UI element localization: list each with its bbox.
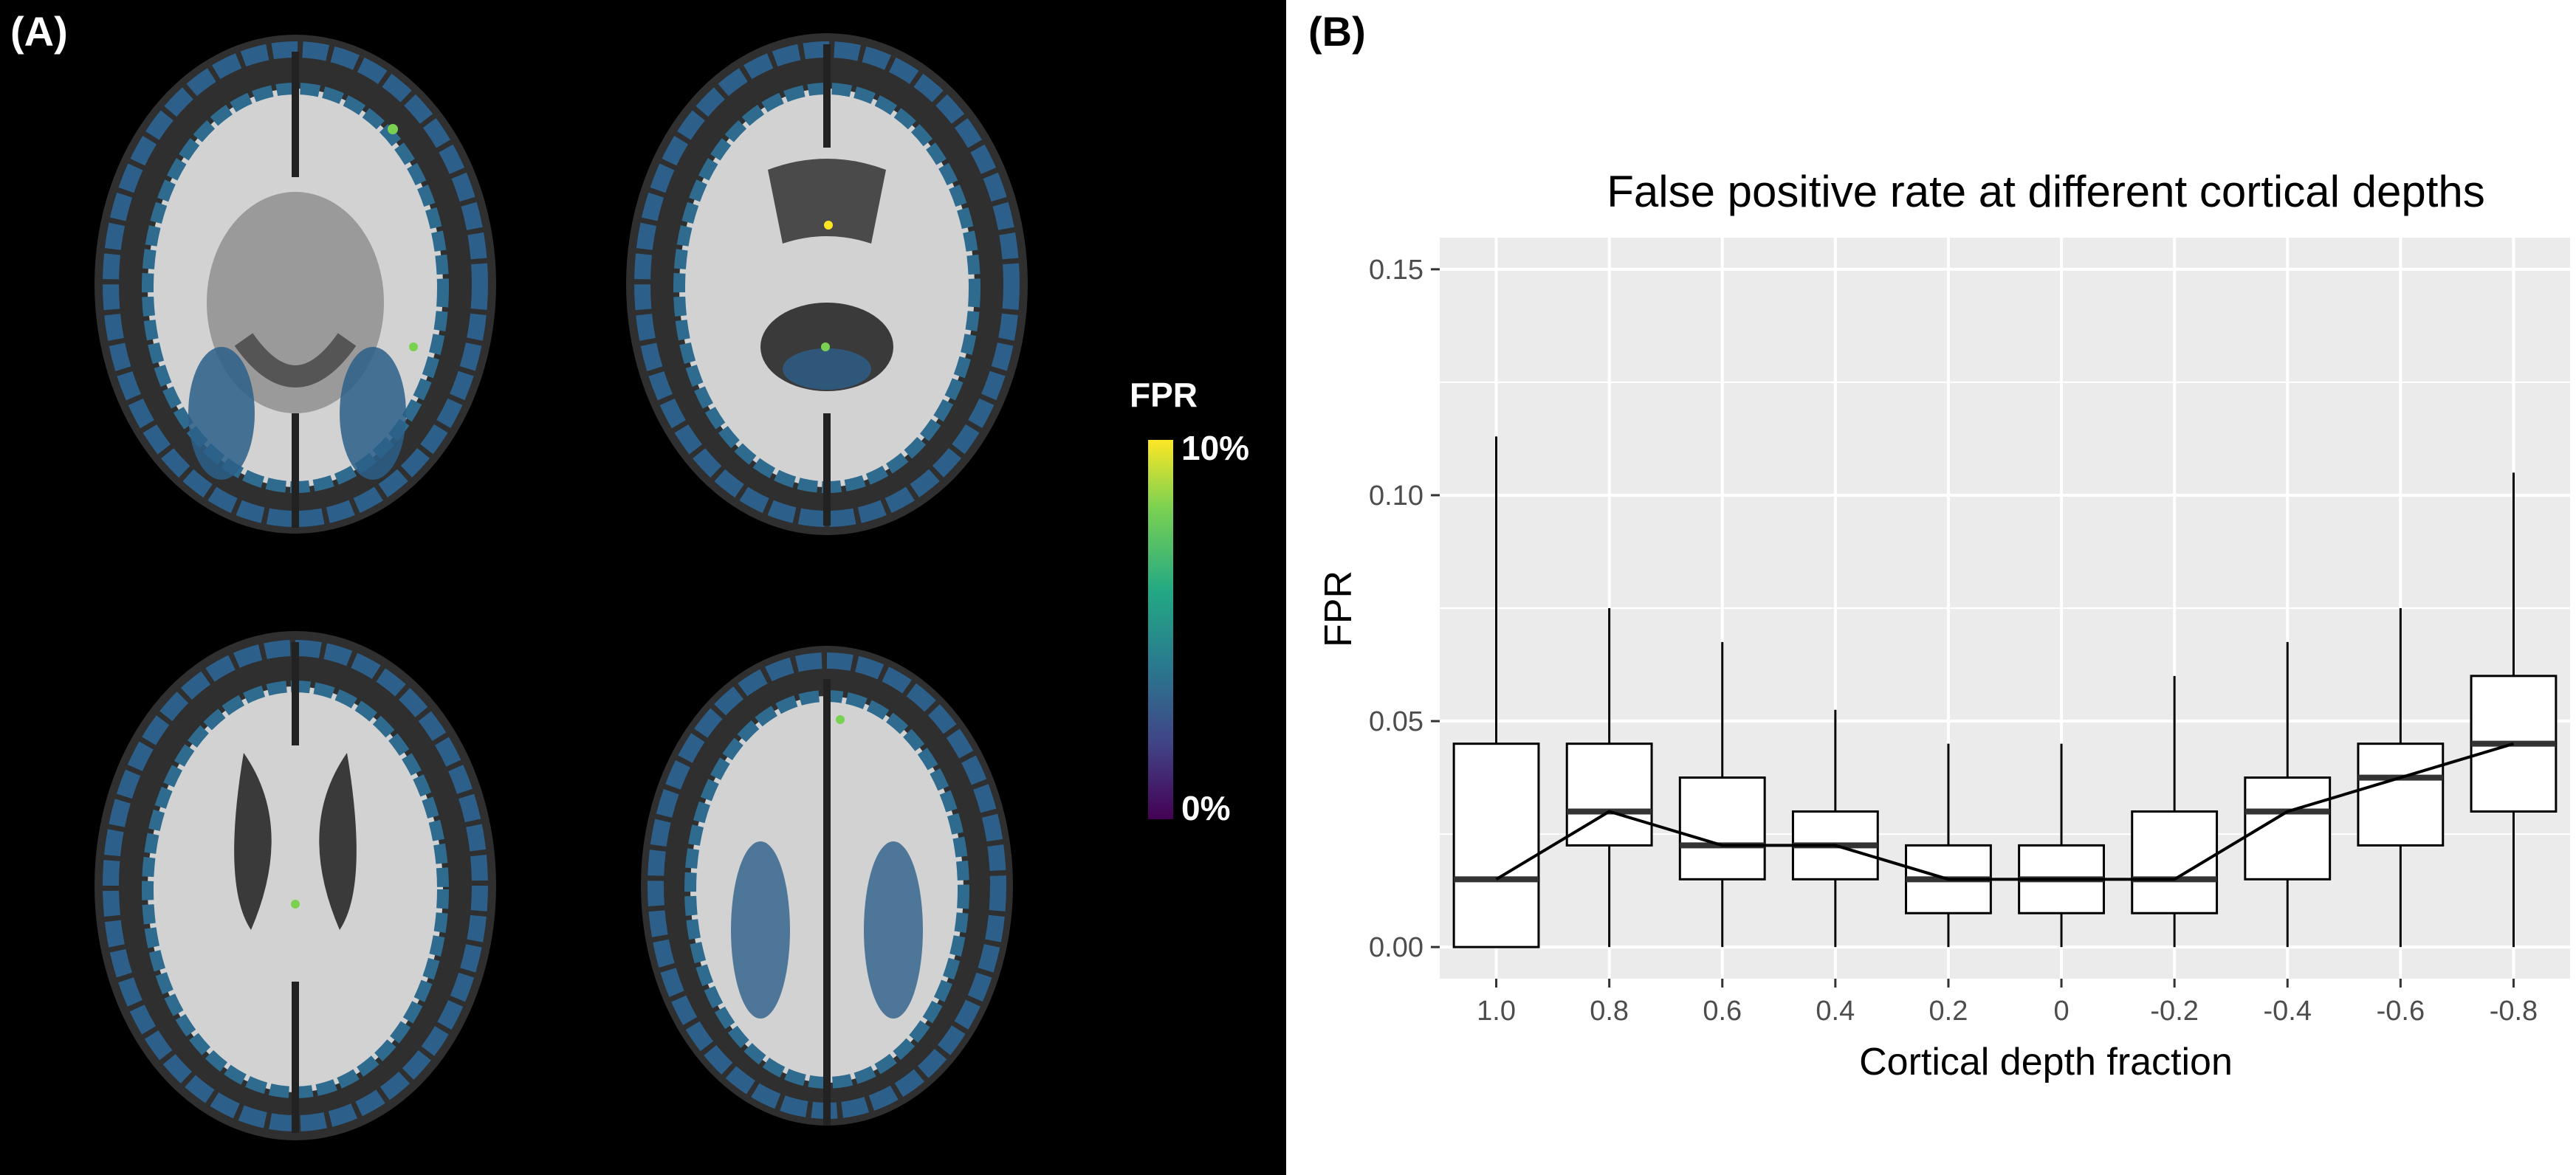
- boxes: [1452, 436, 2558, 948]
- median-trend: [1495, 742, 2515, 881]
- x-tick-label: -0.4: [2264, 996, 2312, 1027]
- box-1.0: [1452, 436, 1540, 948]
- y-tick-label: 0.15: [1369, 255, 1423, 286]
- x-tick-label: 0.2: [1929, 996, 1968, 1027]
- colorbar-max-label: 10%: [1181, 429, 1250, 467]
- x-tick-label: 1.0: [1477, 996, 1516, 1027]
- x-axis-label: Cortical depth fraction: [1859, 1041, 2233, 1083]
- x-tick-label: 0: [2053, 996, 2069, 1027]
- colorbar-title: FPR: [1130, 376, 1198, 414]
- axes: 0.00 0.05 0.10 0.15 1.0 0.8 0.6 0.4 0.2 0 -0.2 -0.4…: [1369, 255, 2538, 1027]
- brain-slice-top-right: [626, 33, 1028, 535]
- chart-title: False positive rate at different cortica…: [1607, 167, 2485, 216]
- x-tick-label: -0.2: [2150, 996, 2198, 1027]
- y-tick-label: 0.05: [1369, 706, 1423, 737]
- box-body: [2357, 742, 2445, 847]
- box-body: [1678, 776, 1766, 881]
- y-axis-label: FPR: [1317, 571, 1360, 647]
- y-tick-label: 0.00: [1369, 932, 1423, 963]
- panel-b-label: (B): [1308, 8, 1366, 55]
- box--0.8: [2470, 472, 2558, 948]
- brain-slices: [95, 33, 1028, 1140]
- box--0.6: [2357, 608, 2445, 948]
- brain-slice-bottom-right: [641, 646, 1013, 1126]
- brain-slice-top-left: [95, 35, 496, 534]
- box-body: [1452, 742, 1540, 948]
- colorbar: [1148, 440, 1173, 819]
- panel-a-label: (A): [10, 8, 68, 55]
- boxplot-chart: False positive rate at different cortica…: [1317, 167, 2570, 1083]
- panel-b-boxplot: (B) False positive rate at different cor…: [1286, 0, 2576, 1175]
- x-tick-label: -0.8: [2490, 996, 2538, 1027]
- box-0.6: [1678, 641, 1766, 948]
- y-tick-label: 0.10: [1369, 480, 1423, 511]
- x-tick-label: 0.6: [1703, 996, 1742, 1027]
- x-tick-label: 0.8: [1590, 996, 1629, 1027]
- colorbar-min-label: 0%: [1181, 789, 1231, 827]
- panel-a-brain-maps: (A): [0, 0, 1286, 1175]
- brain-slice-bottom-left: [95, 631, 496, 1140]
- median-trend-line: [1495, 742, 2515, 881]
- x-tick-label: -0.6: [2377, 996, 2425, 1027]
- x-tick-label: 0.4: [1816, 996, 1855, 1027]
